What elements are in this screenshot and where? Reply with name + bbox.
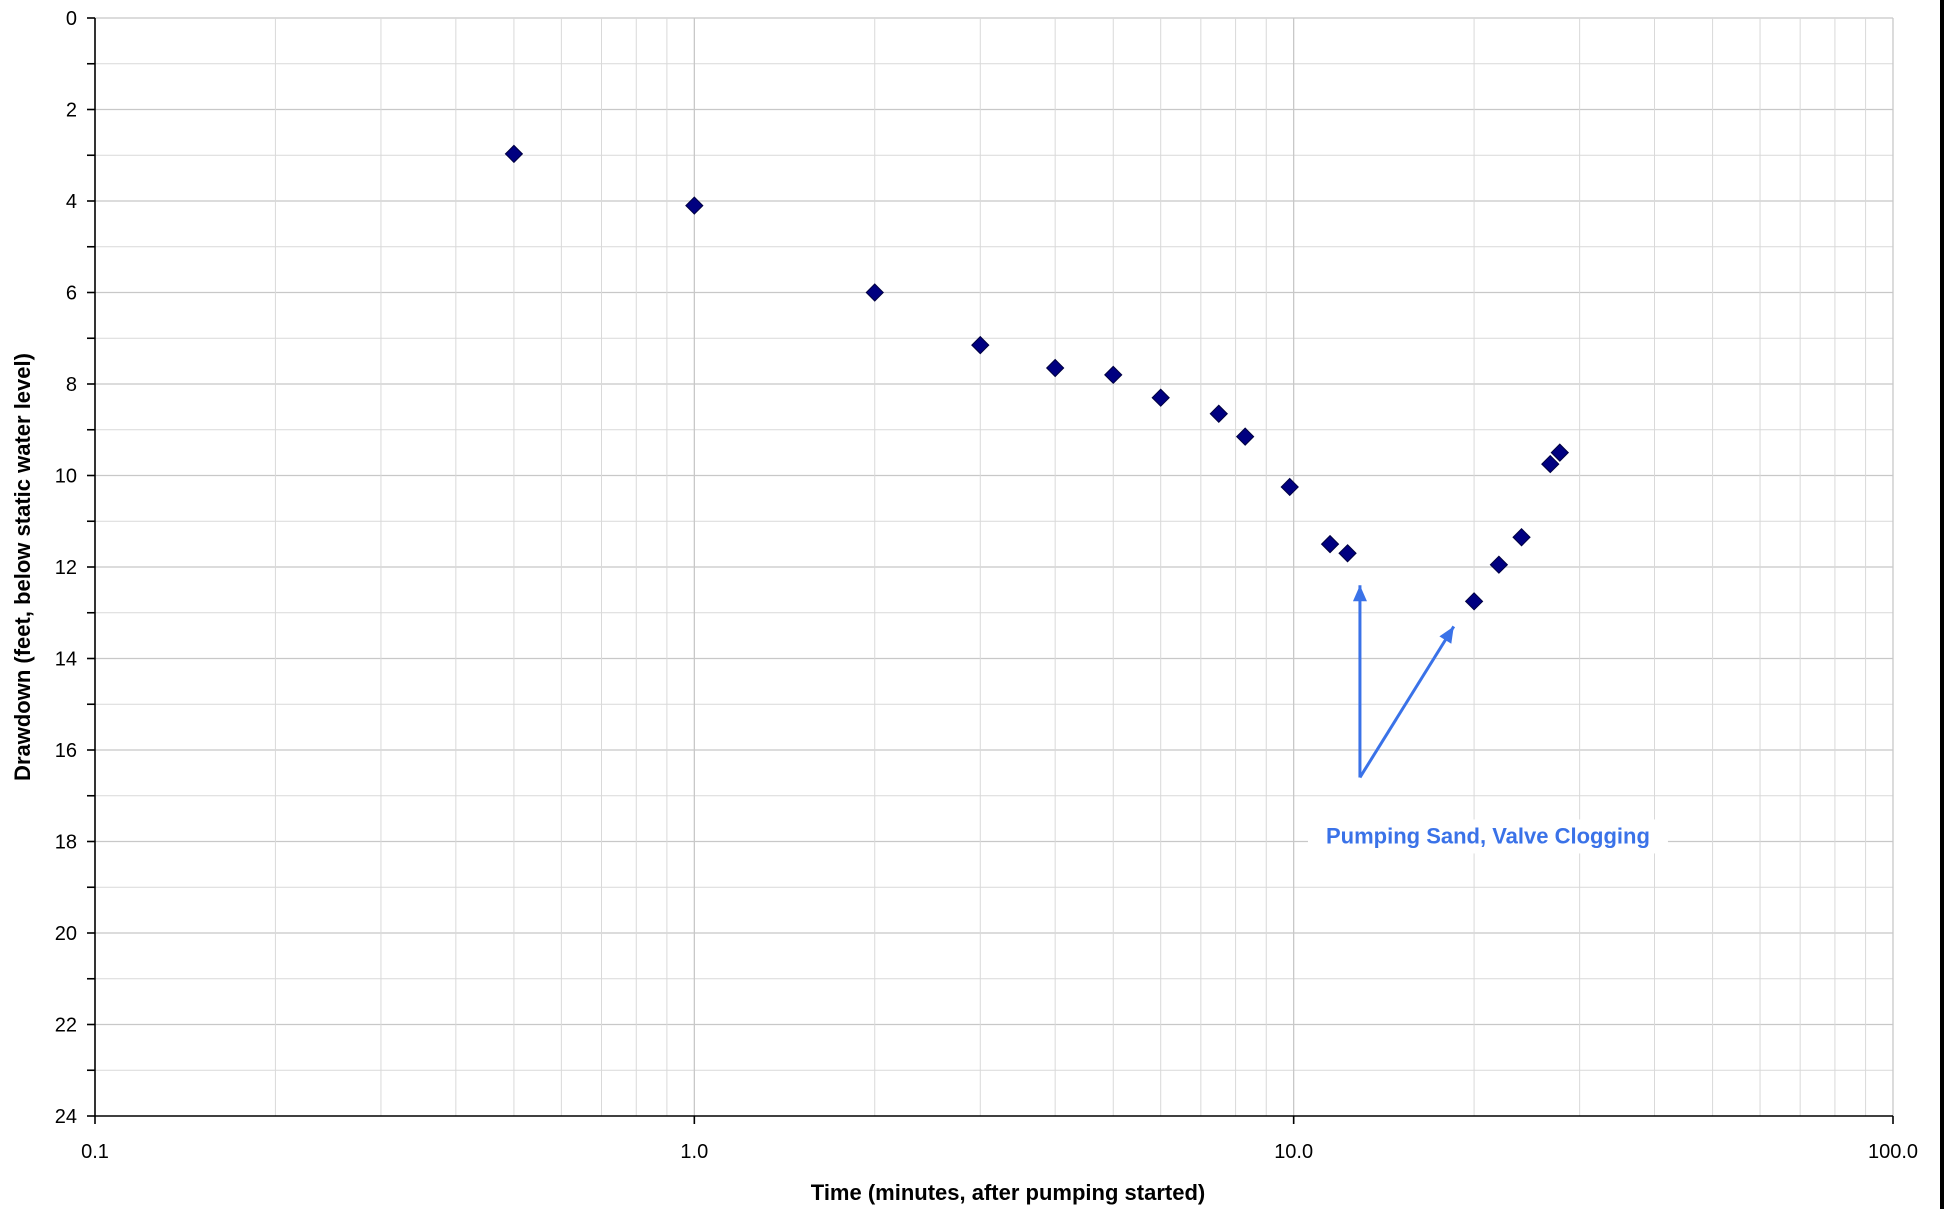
data-point xyxy=(971,335,990,355)
data-points xyxy=(504,144,1570,611)
y-tick-label: 24 xyxy=(55,1106,77,1128)
annotation-text: Pumping Sand, Valve Clogging xyxy=(1326,823,1650,848)
grid xyxy=(95,17,1894,1116)
data-point xyxy=(1489,555,1509,574)
x-tick-labels: 0.1 1.0 10.0 100.0 xyxy=(81,1116,1918,1163)
data-point xyxy=(685,196,704,215)
y-tick-label: 12 xyxy=(55,557,77,579)
data-point xyxy=(1320,534,1340,554)
annotation-text-bg xyxy=(1307,819,1668,854)
x-tick-label: 0.1 xyxy=(81,1141,109,1163)
y-tick-label: 0 xyxy=(66,8,77,30)
annotation-arrowhead xyxy=(1439,626,1454,644)
data-point xyxy=(1464,592,1484,611)
x-tick-label: 100.0 xyxy=(1868,1141,1918,1163)
data-point xyxy=(1104,365,1123,385)
data-point xyxy=(504,144,524,164)
data-point xyxy=(1151,388,1170,407)
x-tick-label: 1.0 xyxy=(680,1141,708,1163)
data-point xyxy=(1338,544,1357,563)
y-axis-title: Drawdown (feet, below static water level… xyxy=(10,353,35,781)
y-tick-label: 16 xyxy=(55,740,77,762)
right-border xyxy=(1940,0,1944,1209)
y-tick-label: 20 xyxy=(55,923,77,945)
data-point xyxy=(865,283,884,302)
data-point xyxy=(1280,477,1299,497)
data-point xyxy=(1512,528,1531,547)
annotation-arrowhead xyxy=(1352,585,1367,602)
annotation-arrow xyxy=(1358,625,1456,779)
data-point xyxy=(1209,404,1228,423)
y-tick-label: 14 xyxy=(55,649,77,671)
y-tick-label: 4 xyxy=(66,191,77,213)
y-tick-label: 8 xyxy=(66,374,77,396)
data-point xyxy=(1541,454,1560,474)
x-tick-label: 10.0 xyxy=(1274,1141,1313,1163)
y-tick-label: 2 xyxy=(66,100,77,122)
data-point xyxy=(1045,358,1065,378)
y-tick-label: 6 xyxy=(66,283,77,305)
data-point xyxy=(1235,427,1255,446)
y-tick-label: 10 xyxy=(55,466,77,488)
annotation: Pumping Sand, Valve Clogging xyxy=(1307,585,1668,854)
y-tick-label: 22 xyxy=(55,1015,77,1037)
y-tick-label: 18 xyxy=(55,832,77,854)
x-axis-title: Time (minutes, after pumping started) xyxy=(811,1180,1205,1205)
data-point xyxy=(1550,443,1570,462)
